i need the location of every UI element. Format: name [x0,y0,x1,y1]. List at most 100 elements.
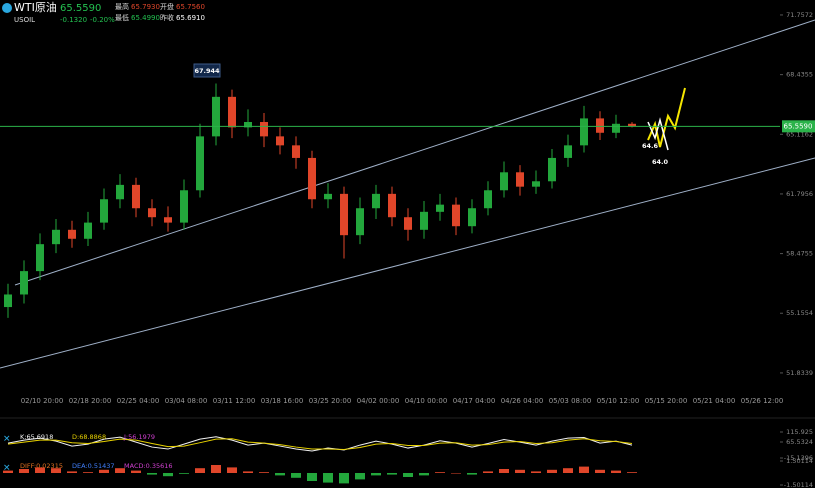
macd-bar [99,469,109,473]
macd-bar [291,473,301,478]
macd-bar [115,468,125,473]
candle-body [388,193,396,218]
macd-bar [195,468,205,473]
macd-bar [499,469,509,473]
x-tick-label: 04/02 00:00 [357,397,400,405]
y-tick-label: 58.4755 [786,250,813,258]
x-tick-label: 05/15 20:00 [645,397,688,405]
stat-value: 65.7560 [176,3,205,11]
macd-bar [371,473,381,476]
annotation-box [193,63,221,78]
candle-body [308,157,316,200]
macd-bar [435,472,445,473]
candle-body [516,172,524,187]
candle-body [68,229,76,239]
y-tick-label: 1.50114 [786,457,813,465]
symbol-icon [2,3,12,13]
macd-bar [483,471,493,473]
x-tick-label: 04/17 04:00 [453,397,496,405]
stat-value: 65.7930 [131,3,160,11]
macd-bar [227,467,237,473]
macd-bar [339,473,349,484]
macd-bar [355,473,365,480]
macd-bar [83,472,93,473]
x-tick-label: 02/25 04:00 [117,397,160,405]
x-tick-label: 04/26 04:00 [501,397,544,405]
candle-body [484,190,492,209]
candle-body [340,193,348,236]
macd-bar [627,472,637,473]
candle-body [212,96,220,137]
candle-body [116,184,124,200]
x-tick-label: 03/25 20:00 [309,397,352,405]
change-pct: -0.20% [90,16,115,24]
macd-bar [211,465,221,473]
macd-bar [387,473,397,475]
stat-label: 开盘 [160,2,174,11]
candle-body [628,123,636,127]
macd-bar [163,473,173,477]
candle-body [372,193,380,209]
candle-body [612,123,620,133]
candle-body [20,271,28,295]
change: -0.1320 [60,16,87,24]
macd-bar [611,470,621,473]
x-tick-label: 03/18 16:00 [261,397,304,405]
candle-body [468,208,476,227]
symbol[interactable]: WTI原油 [14,0,57,14]
macd-bar [307,473,317,481]
stat-value: 65.6910 [176,14,205,22]
candle-body [36,244,44,272]
candle-body [276,136,284,146]
stat-label: 最低 [115,13,129,22]
x-tick-label: 05/03 08:00 [549,397,592,405]
stat-value: 65.4990 [131,14,160,22]
macd-bar [131,470,141,473]
x-tick-label: 05/21 04:00 [693,397,736,405]
candle-body [532,181,540,187]
macd-bar [451,473,461,474]
macd-bar [3,470,13,473]
candle-body [452,204,460,227]
y-tick-label: 115.925 [786,428,813,436]
macd-bar [515,469,525,473]
candle-body [164,217,172,223]
x-tick-label: 02/10 20:00 [21,397,64,405]
candle-body [324,193,332,200]
macd-bar [179,473,189,474]
channel-upper [14,19,815,286]
y-tick-label: 65.1162 [786,130,813,138]
macd-bar [419,473,429,476]
macd-bar [35,467,45,473]
candle-body [196,136,204,191]
x-tick-label: 03/11 12:00 [213,397,256,405]
y-tick-label: 51.8339 [786,369,813,377]
legend-label: DEA:0.51437 [72,462,115,470]
macd-bar [51,468,61,473]
legend-label: K:65.6918 [20,433,53,441]
last-price-tag [782,120,815,133]
candle-body [564,145,572,158]
macd-bar [243,471,253,473]
last-price-label: 65.5590 [784,122,813,130]
legend-label: J:56.1979 [123,433,155,441]
candle-body [100,199,108,223]
candle-body [596,118,604,133]
macd-bar [19,469,29,473]
candle-body [148,208,156,218]
x-tick-label: 03/04 08:00 [165,397,208,405]
y-tick-label: -1.50114 [784,481,813,488]
candle-body [356,208,364,236]
x-tick-label: 05/26 12:00 [741,397,784,405]
macd-bar [323,473,333,483]
close-icon[interactable]: ✕ [3,435,11,445]
y-tick-label: 68.4355 [786,71,813,79]
candle-body [244,121,252,128]
macd-bar [259,472,269,473]
macd-bar [467,473,477,475]
candle-body [420,211,428,230]
candle-body [260,121,268,137]
macd-bar [595,469,605,473]
close-icon[interactable]: ✕ [3,464,11,474]
